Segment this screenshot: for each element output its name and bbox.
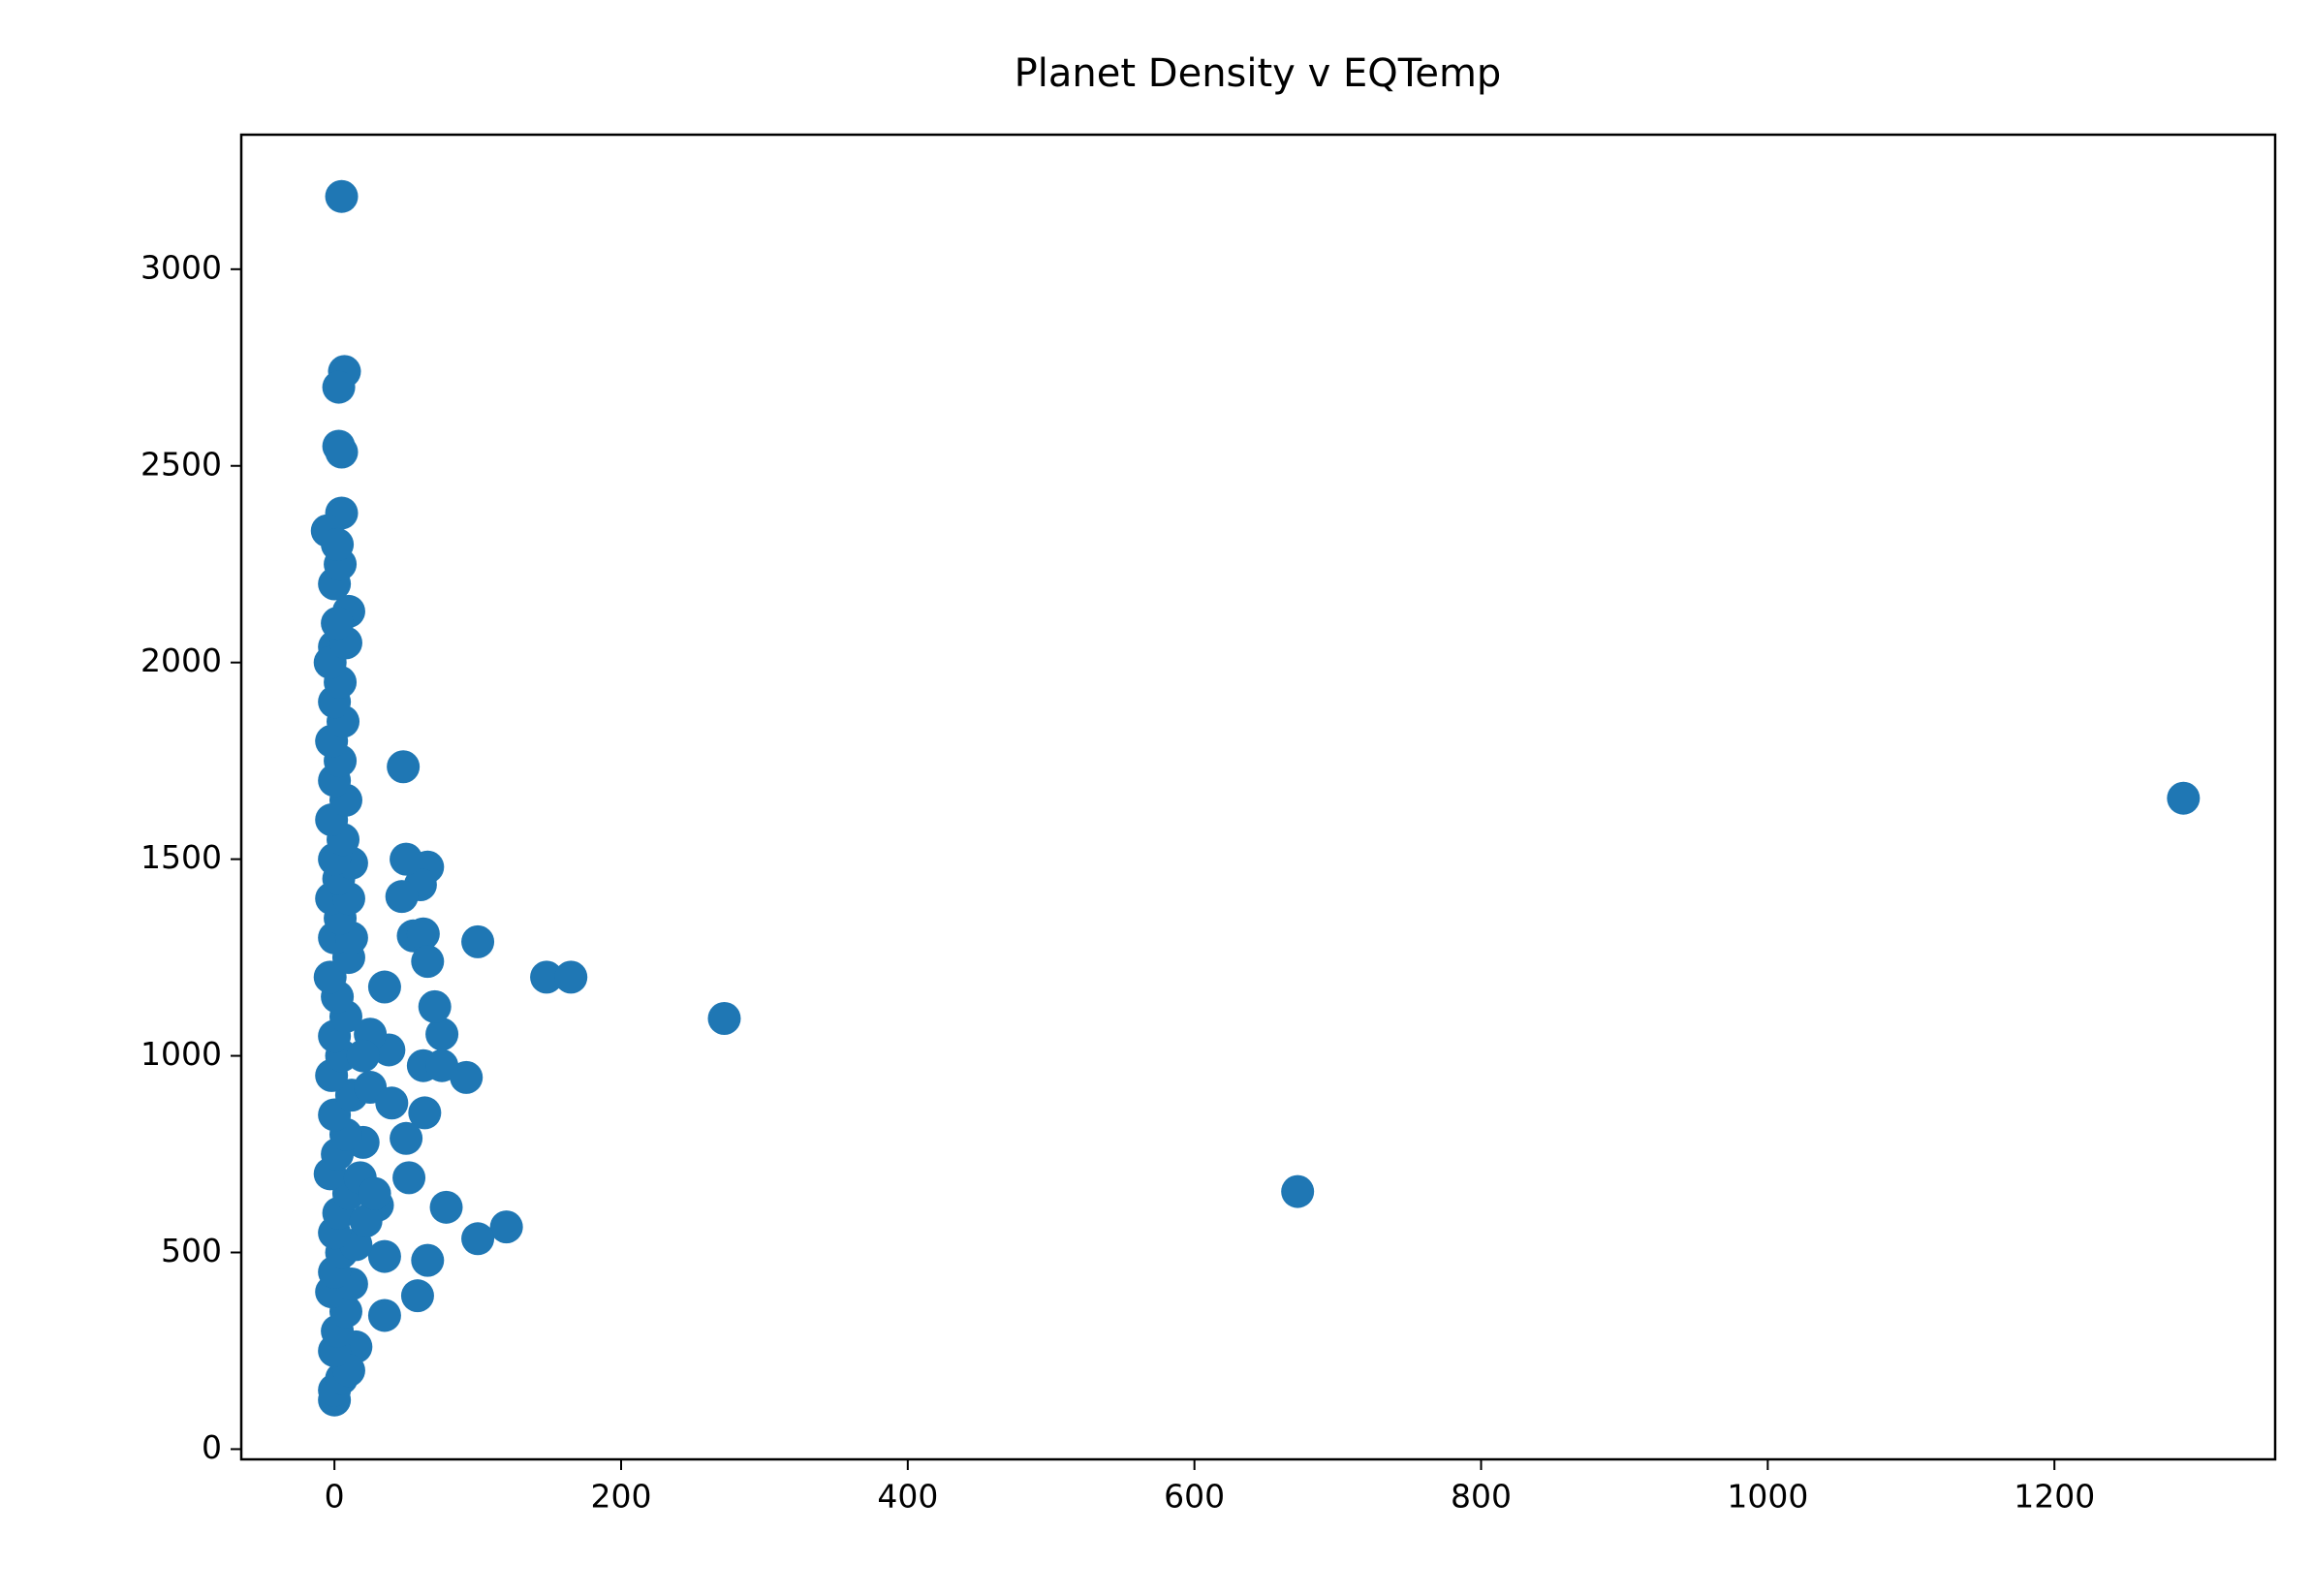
point — [554, 960, 588, 994]
point — [530, 960, 564, 994]
point — [375, 1086, 409, 1120]
y-tick-label: 2500 — [141, 445, 222, 483]
point — [346, 1039, 380, 1073]
x-tick-label: 200 — [590, 1478, 651, 1516]
point — [367, 970, 401, 1004]
y-tick-label: 3000 — [141, 248, 222, 286]
point — [321, 607, 355, 641]
point — [2167, 781, 2201, 815]
point — [358, 1176, 391, 1210]
point — [406, 917, 440, 951]
point — [425, 1048, 459, 1082]
point — [325, 179, 359, 213]
x-tick-label: 0 — [325, 1478, 345, 1516]
point — [390, 842, 423, 876]
point — [425, 1017, 459, 1051]
point — [450, 1060, 484, 1094]
y-tick-label: 0 — [202, 1428, 222, 1466]
x-tick-label: 1200 — [2014, 1478, 2095, 1516]
point — [418, 989, 452, 1023]
point — [429, 1190, 463, 1224]
point — [461, 924, 495, 958]
chart-title: Planet Density v EQTemp — [1015, 51, 1502, 96]
y-tick-label: 1500 — [141, 838, 222, 876]
point — [707, 1002, 741, 1036]
point — [390, 1121, 423, 1155]
point — [489, 1210, 523, 1244]
x-tick-label: 1000 — [1727, 1478, 1808, 1516]
point — [367, 1299, 401, 1332]
point — [385, 880, 419, 914]
point — [325, 435, 359, 469]
point — [411, 945, 445, 979]
point — [1281, 1174, 1315, 1208]
point — [408, 1096, 442, 1130]
point — [387, 750, 421, 784]
point — [461, 1222, 495, 1256]
y-tick-label: 2000 — [141, 642, 222, 679]
point — [411, 1243, 445, 1277]
point — [392, 1161, 426, 1195]
y-tick-label: 1000 — [141, 1035, 222, 1073]
x-tick-label: 600 — [1164, 1478, 1225, 1516]
x-tick-label: 400 — [877, 1478, 938, 1516]
plot-frame — [239, 133, 2277, 1461]
point — [367, 1239, 401, 1273]
point — [322, 370, 356, 404]
x-tick-label: 800 — [1451, 1478, 1512, 1516]
point — [400, 1279, 434, 1313]
y-tick-label: 500 — [161, 1232, 222, 1269]
point — [321, 527, 355, 561]
point — [349, 1205, 383, 1238]
